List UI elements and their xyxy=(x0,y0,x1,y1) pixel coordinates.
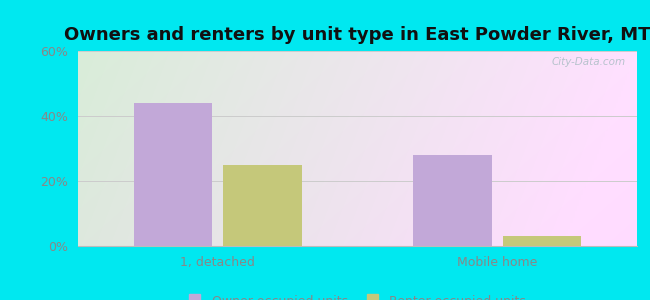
Bar xyxy=(503,236,581,246)
Bar xyxy=(224,165,302,246)
Bar xyxy=(134,103,212,246)
Title: Owners and renters by unit type in East Powder River, MT: Owners and renters by unit type in East … xyxy=(64,26,650,44)
Bar xyxy=(413,155,491,246)
Text: City-Data.com: City-Data.com xyxy=(552,57,626,67)
Legend: Owner occupied units, Renter occupied units: Owner occupied units, Renter occupied un… xyxy=(189,295,526,300)
